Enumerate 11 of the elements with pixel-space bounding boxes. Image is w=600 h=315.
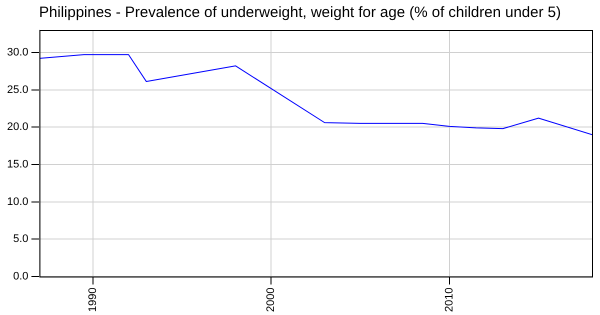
y-tick-label: 30.0 <box>6 46 28 58</box>
y-tick-label: 20.0 <box>6 121 28 134</box>
x-tick-label: 2010 <box>443 288 456 312</box>
x-tick-label: 2000 <box>265 288 278 312</box>
y-tick-label: 5.0 <box>13 233 28 246</box>
y-tick-label: 25.0 <box>6 84 28 96</box>
x-tick-label: 1990 <box>86 288 99 312</box>
y-tick-label: 15.0 <box>6 158 28 170</box>
y-tick-label: 0.0 <box>13 270 28 283</box>
chart-title: Philippines - Prevalence of underweight, weight for age (% of children under 5) <box>38 4 562 21</box>
y-tick-label: 10.0 <box>6 196 28 208</box>
